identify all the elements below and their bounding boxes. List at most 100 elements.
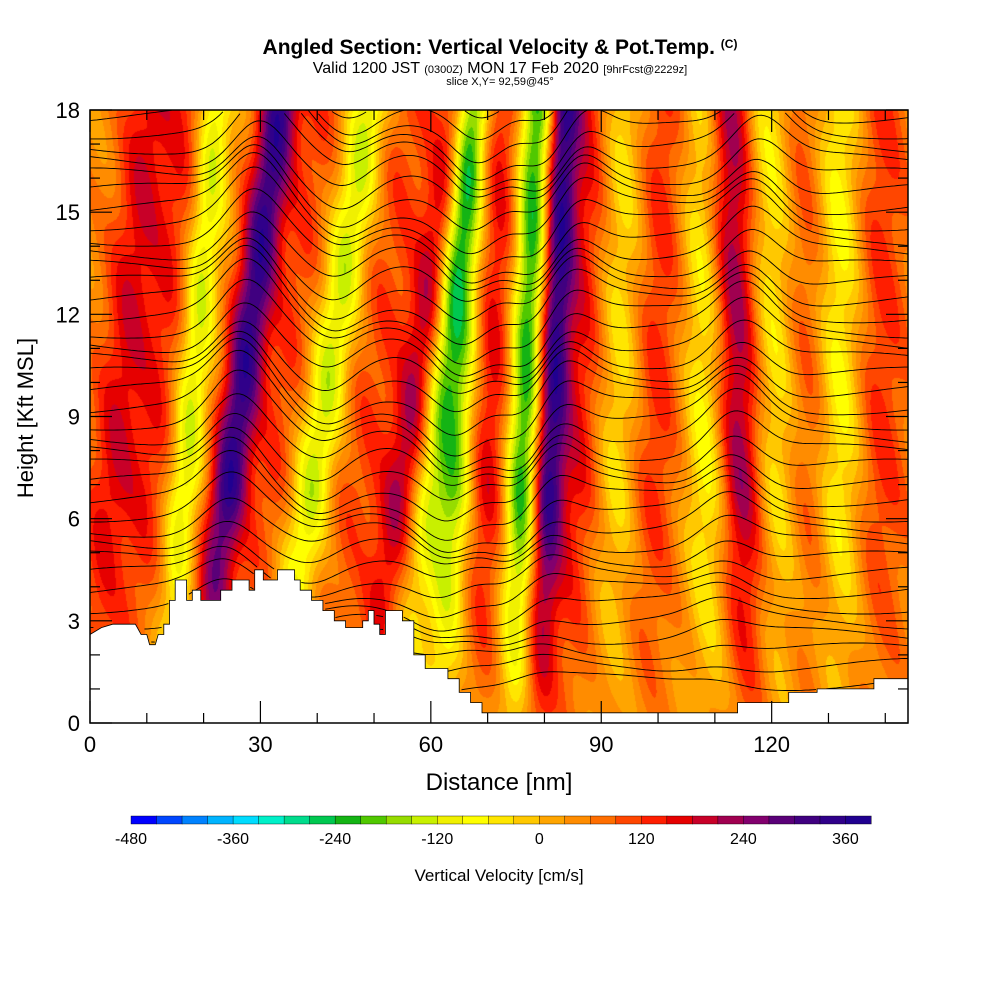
y-tick-label: 0 bbox=[68, 711, 80, 736]
colorbar-swatch bbox=[309, 815, 336, 825]
isentrope-line bbox=[89, 144, 909, 231]
isentrope-line bbox=[90, 471, 909, 553]
y-tick-label: 15 bbox=[56, 200, 80, 225]
isentrope-line bbox=[89, 596, 909, 640]
isentrope-line bbox=[89, 228, 909, 302]
isentrope-line bbox=[89, 349, 909, 457]
x-tick-label: 90 bbox=[589, 732, 613, 757]
x-tick-label: 60 bbox=[419, 732, 443, 757]
chart-subtitle: Valid 1200 JST (0300Z) MON 17 Feb 2020 [… bbox=[0, 60, 1000, 78]
isentrope-line bbox=[413, 642, 909, 661]
chart-title-suffix: (C) bbox=[720, 37, 738, 51]
colorbar-swatch bbox=[641, 815, 668, 825]
colorbar-swatch bbox=[232, 815, 260, 825]
x-axis-label: Distance [nm] bbox=[426, 769, 573, 796]
isentrope-line bbox=[89, 258, 909, 365]
slice-info: slice X,Y= 92,59@45° bbox=[446, 76, 554, 88]
isentrope-line bbox=[89, 514, 909, 565]
x-tick-label: 30 bbox=[248, 732, 272, 757]
isentrope-line bbox=[318, 109, 554, 141]
colorbar-swatch bbox=[385, 815, 413, 825]
colorbar-swatch bbox=[181, 815, 209, 825]
isentrope-line bbox=[89, 244, 909, 345]
colorbar-swatch bbox=[462, 815, 489, 825]
colorbar-swatch bbox=[437, 815, 464, 825]
isentrope-line bbox=[89, 338, 909, 436]
isentrope-line bbox=[331, 110, 500, 119]
colorbar-swatch bbox=[819, 815, 846, 825]
isentrope-line bbox=[89, 330, 908, 413]
y-tick-label: 12 bbox=[56, 302, 80, 327]
isentrope-line bbox=[89, 388, 909, 477]
colorbar-swatch bbox=[411, 815, 438, 825]
valid-date: MON 17 Feb 2020 bbox=[467, 60, 599, 77]
colorbar-tick-label: -480 bbox=[115, 831, 147, 848]
isentrope-line bbox=[89, 205, 909, 291]
y-tick-label: 9 bbox=[68, 405, 80, 430]
isentrope-line bbox=[89, 578, 909, 632]
colorbar-tick-label: 0 bbox=[535, 831, 544, 848]
isentrope-line bbox=[89, 109, 909, 164]
colorbar-swatch bbox=[590, 815, 617, 825]
isentrope-line bbox=[151, 618, 909, 646]
isentrope-line bbox=[447, 653, 909, 673]
colorbar-swatch bbox=[513, 815, 540, 825]
colorbar-swatch bbox=[692, 815, 719, 825]
colorbar-tick-label: 240 bbox=[730, 831, 757, 848]
colorbar-swatch bbox=[539, 815, 566, 825]
isentrope-line bbox=[89, 166, 909, 273]
colorbar-swatch bbox=[283, 815, 311, 825]
colorbar-swatch bbox=[130, 815, 158, 825]
colorbar-swatch bbox=[488, 815, 515, 825]
colorbar-swatch bbox=[360, 815, 387, 825]
colorbar-swatch bbox=[615, 815, 642, 825]
isentrope-line bbox=[89, 188, 909, 284]
colorbar-swatch bbox=[743, 815, 770, 825]
valid-zulu: (0300Z) bbox=[424, 64, 463, 76]
isentrope-line bbox=[89, 436, 909, 522]
terrain bbox=[89, 569, 909, 724]
valid-time: Valid 1200 JST bbox=[312, 60, 420, 77]
isentrope-line bbox=[89, 536, 909, 584]
isentrope-line bbox=[89, 369, 908, 470]
isentrope-line bbox=[89, 237, 909, 322]
colorbar-swatch bbox=[768, 815, 795, 825]
colorbar-swatch bbox=[666, 815, 693, 825]
isentrope-line bbox=[90, 427, 909, 502]
chart-title: Angled Section: Vertical Velocity & Pot.… bbox=[0, 36, 1000, 60]
colorbar-swatch bbox=[258, 815, 285, 825]
y-tick-label: 6 bbox=[68, 507, 80, 532]
colorbar-tick-label: 360 bbox=[832, 831, 859, 848]
colorbar: -480 -360 -240 -120 0 120 240 360 Vertical Veloc… bbox=[115, 815, 872, 885]
isentrope-line bbox=[89, 491, 909, 559]
isentrope-line bbox=[89, 545, 909, 599]
y-axis-label: Height [Kft MSL] bbox=[13, 338, 38, 498]
chart-title-text: Angled Section: Vertical Velocity & Pot.… bbox=[262, 36, 715, 59]
isentrope-line bbox=[89, 112, 909, 191]
colorbar-swatch bbox=[156, 815, 183, 825]
isentrope-line bbox=[90, 135, 909, 210]
isentrope-line bbox=[89, 319, 909, 394]
colorbar-swatch bbox=[794, 815, 821, 825]
isentrope-line bbox=[89, 152, 909, 255]
colorbar-tick-label: -360 bbox=[217, 831, 249, 848]
colorbar-swatch bbox=[717, 815, 744, 825]
colorbar-tick-label: -120 bbox=[421, 831, 453, 848]
colorbar-swatch bbox=[845, 815, 872, 825]
colorbar-swatch bbox=[207, 815, 234, 825]
x-tick-label: 0 bbox=[84, 732, 96, 757]
y-tick-label: 3 bbox=[68, 609, 80, 634]
isentrope-line bbox=[89, 296, 909, 384]
axes: 0 30 60 90 120 0 3 6 9 12 15 18 bbox=[56, 98, 908, 757]
isentrope-line bbox=[89, 410, 909, 486]
colorbar-swatch bbox=[334, 815, 362, 825]
isentrope-line bbox=[89, 558, 909, 619]
isentrope-line bbox=[89, 278, 909, 377]
colorbar-tick-label: 120 bbox=[628, 831, 655, 848]
colorbar-swatch bbox=[564, 815, 591, 825]
isentrope-line bbox=[90, 109, 909, 181]
isentropes bbox=[89, 109, 909, 691]
y-tick-label: 18 bbox=[56, 98, 80, 123]
colorbar-label: Vertical Velocity [cm/s] bbox=[414, 866, 583, 885]
